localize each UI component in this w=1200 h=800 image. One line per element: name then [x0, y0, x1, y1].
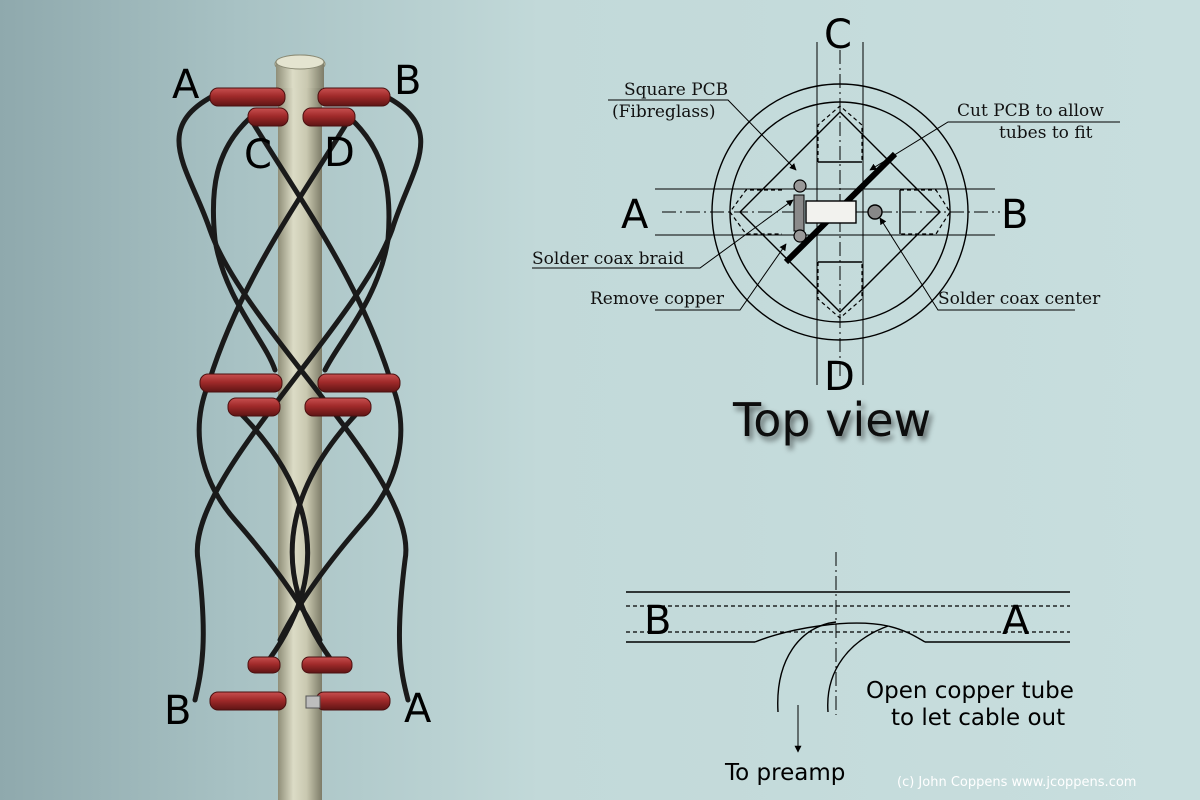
feedpoint-clamp	[305, 695, 321, 709]
label-bottom-right-a: A	[404, 686, 432, 732]
label-bottom-left-b: B	[164, 688, 191, 734]
callout-solder-center: Solder coax center	[938, 289, 1101, 309]
topview-label-a: A	[621, 192, 649, 238]
sideview-note-2: to let cable out	[891, 705, 1065, 731]
antenna-illustration: A B C D B A	[164, 54, 432, 800]
sideview-label-b: B	[644, 598, 671, 644]
callout-cut-pcb-1: Cut PCB to allow	[957, 101, 1104, 121]
callout-remove-copper: Remove copper	[590, 289, 725, 309]
sideview-note-1: Open copper tube	[866, 678, 1074, 704]
center-solder-dot	[867, 204, 883, 220]
top-view-diagram: C D A B Square PCB (Fibreglass) Cut PCB …	[532, 12, 1120, 447]
helix-loops	[176, 93, 424, 703]
callout-square-pcb-2: (Fibreglass)	[612, 102, 715, 122]
top-view-title: Top view	[732, 393, 931, 447]
topview-label-b: B	[1001, 192, 1028, 238]
callout-square-pcb-1: Square PCB	[624, 80, 728, 100]
copper-tubes	[199, 87, 401, 711]
topview-label-c: C	[824, 12, 852, 58]
sideview-label-a: A	[1002, 598, 1030, 644]
copyright-credit: (c) John Coppens www.jcoppens.com	[897, 775, 1136, 790]
mast	[278, 62, 322, 800]
label-top-left-a: A	[172, 62, 200, 108]
label-top-right-b: B	[394, 58, 421, 104]
coax-body	[805, 200, 857, 224]
label-inner-d: D	[324, 130, 355, 176]
to-preamp-label: To preamp	[724, 760, 845, 786]
label-inner-c: C	[244, 132, 272, 178]
callout-cut-pcb-2: tubes to fit	[999, 123, 1093, 143]
callout-solder-braid: Solder coax braid	[532, 249, 684, 269]
side-view-diagram: B A Open copper tube to let cable out To…	[626, 552, 1074, 786]
braid-solder	[793, 194, 805, 232]
topview-label-d: D	[824, 354, 855, 400]
